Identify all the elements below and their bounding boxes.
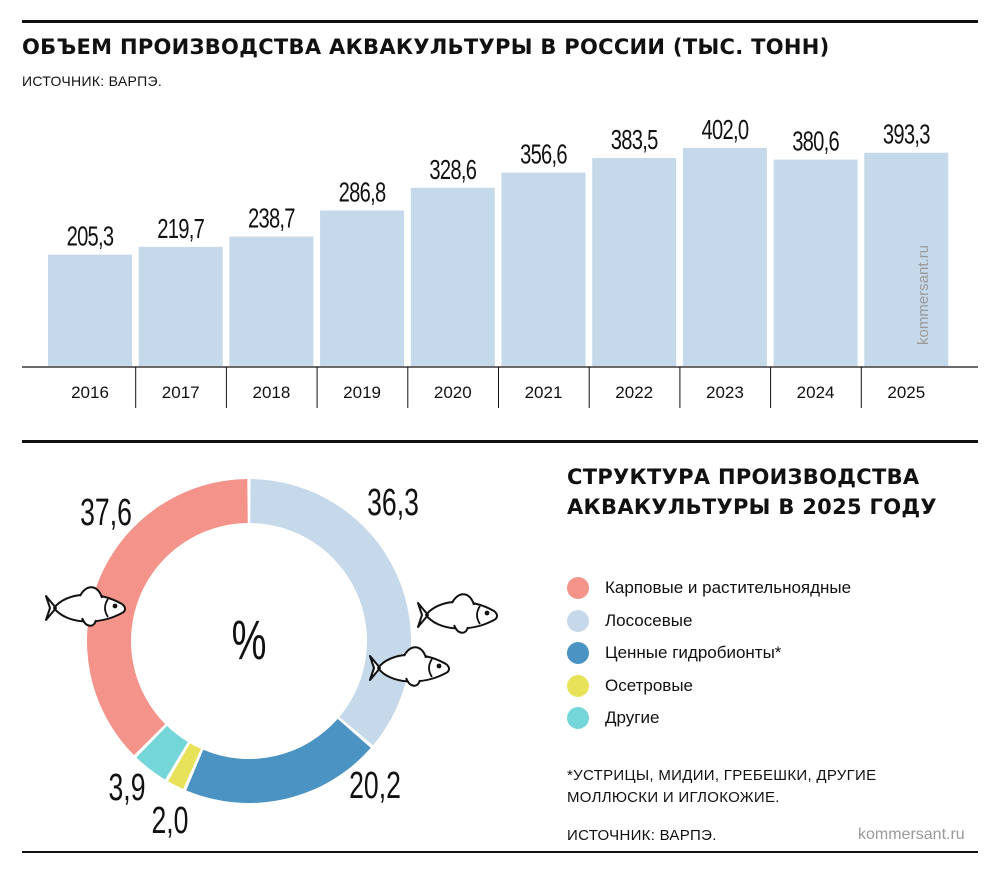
bar-2025 — [864, 152, 949, 366]
bottom-rule — [22, 851, 978, 853]
bar-value-label: 383,5 — [611, 125, 658, 156]
bar-value-label: 328,6 — [429, 155, 476, 186]
legend-label-valuable: Ценные гидробионты* — [605, 643, 782, 663]
bar-2022 — [592, 158, 677, 366]
bar-value-label: 286,8 — [339, 177, 386, 208]
donut-slice-2 — [168, 743, 202, 789]
donut-slice-3 — [136, 725, 188, 780]
bar-value-label: 205,3 — [67, 222, 114, 253]
legend-label-other: Другие — [605, 708, 660, 728]
x-tick-label: 2024 — [797, 383, 835, 402]
donut-footnote-line2: МОЛЛЮСКИ И ИГЛОКОЖИЕ. — [567, 789, 780, 806]
legend-swatch-other — [567, 707, 589, 730]
legend-swatch-salmon — [567, 609, 589, 632]
x-tick-label: 2025 — [887, 383, 925, 402]
legend-item-valuable: Ценные гидробионты* — [567, 637, 851, 670]
x-tick-label: 2023 — [706, 383, 744, 402]
bar-value-label: 393,3 — [883, 120, 930, 151]
donut-value-label: 36,3 — [367, 480, 419, 523]
x-tick-label: 2016 — [71, 383, 109, 402]
x-tick-label: 2017 — [162, 383, 200, 402]
legend-label-carp: Карповые и растительноядные — [605, 578, 852, 598]
x-tick-label: 2020 — [434, 383, 472, 402]
fish-icon — [369, 646, 450, 687]
legend-item-salmon: Лососевые — [567, 605, 851, 638]
donut-footnote-line1: *УСТРИЦЫ, МИДИИ, ГРЕБЕШКИ, ДРУГИЕ — [567, 767, 877, 784]
donut-value-label: 2,0 — [152, 798, 189, 841]
legend-swatch-valuable — [567, 642, 589, 665]
legend-item-sturgeon: Осетровые — [567, 670, 851, 703]
legend-item-other: Другие — [567, 702, 851, 735]
bar-value-label: 380,6 — [792, 127, 839, 158]
legend-swatch-sturgeon — [567, 674, 589, 697]
x-tick-label: 2019 — [343, 383, 381, 402]
bar-chart: 205,3 2016 219,7 2017 238,7 2018 286,8 2019 328,… — [22, 115, 978, 408]
bar-2019 — [320, 210, 405, 366]
donut-legend: Карповые и растительноядные Лососевые Це… — [567, 572, 851, 735]
watermark-horizontal: kommersant.ru — [858, 826, 965, 843]
bar-value-label: 238,7 — [248, 203, 295, 234]
bar-chart-title: ОБЪЕМ ПРОИЗВОДСТВА АКВАКУЛЬТУРЫ В РОССИИ… — [22, 35, 830, 59]
x-tick-label: 2022 — [615, 383, 653, 402]
middle-rule — [22, 440, 978, 443]
bar-2018 — [229, 236, 314, 366]
fish-icon — [45, 586, 126, 627]
donut-value-label: 37,6 — [80, 490, 132, 533]
bar-2024 — [773, 159, 858, 366]
donut-slice-1 — [186, 718, 371, 803]
watermark-vertical: kommersant.ru — [915, 244, 932, 345]
bar-2021 — [501, 172, 586, 366]
bar-value-label: 356,6 — [520, 140, 567, 171]
x-tick-label: 2018 — [252, 383, 290, 402]
bar-2020 — [410, 187, 495, 366]
top-rule — [22, 20, 978, 23]
bar-value-label: 402,0 — [701, 115, 748, 146]
donut-slice-4 — [87, 479, 248, 756]
donut-chart: 36,3 20,2 2,03,9 37,6% — [45, 479, 498, 841]
donut-chart-title: СТРУКТУРА ПРОИЗВОДСТВА АКВАКУЛЬТУРЫ В 20… — [567, 465, 937, 519]
donut-center-label: % — [232, 609, 267, 672]
donut-chart-source: ИСТОЧНИК: ВАРПЭ. — [567, 827, 717, 844]
bar-value-label: 219,7 — [157, 214, 204, 245]
bar-2017 — [138, 246, 223, 366]
legend-swatch-carp — [567, 577, 589, 600]
bar-2016 — [48, 254, 132, 366]
legend-label-sturgeon: Осетровые — [605, 675, 694, 695]
donut-value-label: 3,9 — [109, 765, 146, 808]
donut-value-label: 20,2 — [349, 763, 401, 806]
legend-label-salmon: Лососевые — [605, 610, 693, 630]
x-tick-label: 2021 — [525, 383, 563, 402]
legend-item-carp: Карповые и растительноядные — [567, 572, 851, 605]
bar-2023 — [682, 148, 767, 366]
bar-chart-source: ИСТОЧНИК: ВАРПЭ. — [22, 73, 163, 89]
fish-icon — [417, 593, 498, 634]
